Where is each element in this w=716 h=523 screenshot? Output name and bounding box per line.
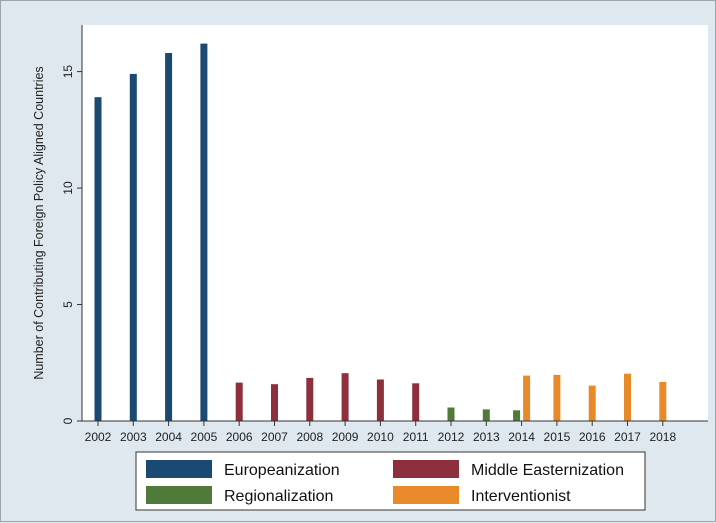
legend-label-regionalization: Regionalization [224,488,333,505]
x-tick-label-2004: 2004 [155,430,182,444]
x-tick-label-2008: 2008 [296,430,323,444]
x-tick-label-2011: 2011 [403,430,429,444]
bar-middle-easternization-2007 [271,384,278,421]
y-axis-title: Number of Contributing Foreign Policy Al… [32,66,46,379]
x-tick-label-2003: 2003 [120,430,147,444]
bar-regionalization-2014 [513,410,521,421]
legend-label-interventionist: Interventionist [471,488,571,505]
bar-middle-easternization-2008 [306,377,314,421]
bar-europeanization-2004 [165,53,173,421]
bar-middle-easternization-2006 [235,382,243,421]
x-tick-label-2010: 2010 [367,430,394,444]
legend-label-europeanization: Europeanization [224,462,340,479]
x-tick-label-2017: 2017 [614,430,641,444]
bar-middle-easternization-2010 [376,379,384,421]
bar-europeanization-2005 [200,43,208,421]
x-ticks-layer: 2002 2003 2004 2005 2006 2007 2008 2009 2010 2011… [85,421,676,444]
legend-swatch-regionalization [146,486,212,504]
bar-regionalization-2013 [482,409,490,421]
legend-box [135,451,646,511]
bar-europeanization-2003 [129,73,137,422]
legend-swatch-middle-easternization [393,460,459,478]
legend-label-middle-easternization: Middle Easternization [471,462,624,479]
bars-layer [94,43,667,422]
y-tick-label: 10 [61,181,75,195]
x-tick-label-2005: 2005 [191,430,218,444]
bar-interventionist-2018 [659,381,667,421]
bar-interventionist-2016 [588,385,596,421]
y-tick-label: 15 [61,65,75,79]
x-tick-label-2009: 2009 [332,430,359,444]
x-tick-label-2013: 2013 [473,430,500,444]
x-tick-label-2002: 2002 [85,430,112,444]
x-tick-label-2016: 2016 [579,430,606,444]
bar-interventionist-2017 [624,373,631,421]
x-tick-label-2014: 2014 [508,430,535,444]
bar-europeanization-2002 [94,97,102,421]
bar-regionalization-2012 [447,407,455,421]
y-ticks-layer: 0 5 10 15 [61,65,82,424]
x-tick-label-2006: 2006 [226,430,253,444]
x-tick-label-2007: 2007 [261,430,288,444]
x-tick-label-2012: 2012 [438,430,465,444]
legend-swatch-interventionist [393,486,459,504]
bar-interventionist-2015 [553,374,561,421]
legend: Europeanization Middle Easternization Regi… [135,451,646,511]
plot-area [82,25,708,421]
bar-middle-easternization-2009 [341,373,349,421]
y-tick-label: 0 [61,417,75,424]
bar-middle-easternization-2011 [412,383,420,421]
x-tick-label-2015: 2015 [544,430,571,444]
y-tick-label: 5 [61,301,75,308]
legend-swatch-europeanization [146,460,212,478]
bar-interventionist-2014 [523,375,531,421]
x-tick-label-2018: 2018 [649,430,676,444]
